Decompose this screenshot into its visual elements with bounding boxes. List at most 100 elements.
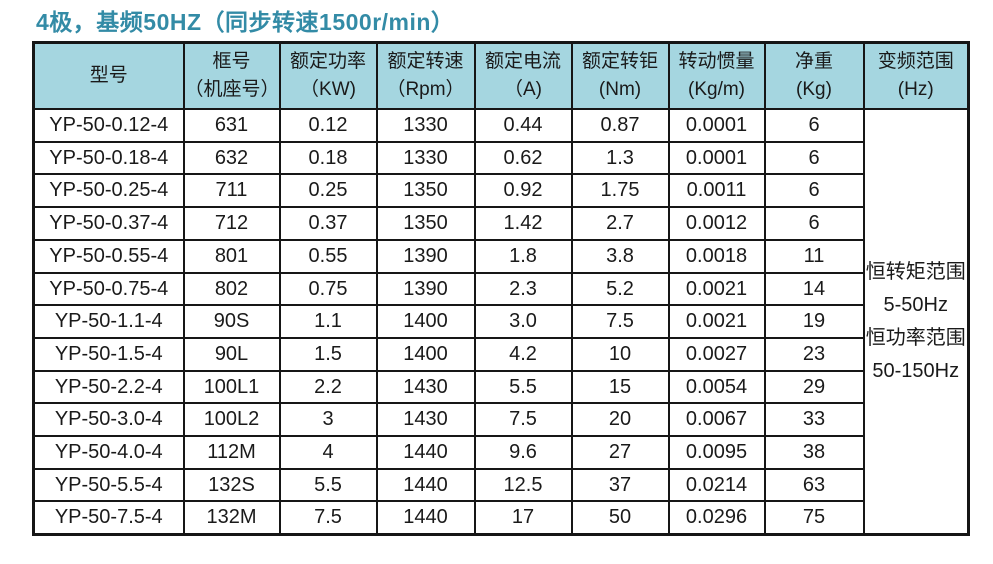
cell-inertia: 0.0012 <box>667 206 766 241</box>
cell-model: YP-50-1.1-4 <box>32 304 185 339</box>
cell-frame-number: 100L2 <box>182 402 281 438</box>
cell-net-weight: 38 <box>763 435 865 470</box>
cell-frame-number: 631 <box>182 108 281 143</box>
column-header-unit: (Nm) <box>598 79 642 100</box>
column-header-model: 型号 <box>32 41 185 110</box>
cell-rated-current: 17 <box>473 500 573 536</box>
cell-inertia: 0.0021 <box>667 304 766 339</box>
cell-frame-number: 712 <box>182 206 281 241</box>
cell-frame-number: 802 <box>182 271 281 307</box>
table-row: YP-50-4.0-4 112M 4 1440 9.6 27 0.0095 38 <box>32 435 969 470</box>
column-header-freq-range: 变频范围 (Hz) <box>862 41 970 110</box>
cell-inertia: 0.0054 <box>667 369 766 405</box>
cell-rated-torque: 1.75 <box>570 173 670 209</box>
cell-inertia: 0.0214 <box>667 467 766 503</box>
cell-rated-torque: 7.5 <box>570 304 670 339</box>
cell-rated-power: 3 <box>278 402 378 438</box>
table-row: YP-50-1.1-4 90S 1.1 1400 3.0 7.5 0.0021 19 <box>32 304 969 339</box>
cell-rated-torque: 15 <box>570 369 670 405</box>
cell-net-weight: 29 <box>763 369 865 405</box>
cell-rated-speed: 1330 <box>375 140 476 176</box>
column-header-label: 净重 <box>794 51 833 72</box>
table-row: YP-50-3.0-4 100L2 3 1430 7.5 20 0.0067 33 <box>32 402 969 438</box>
cell-model: YP-50-0.18-4 <box>32 140 185 176</box>
cell-net-weight: 33 <box>763 402 865 438</box>
cell-rated-speed: 1330 <box>375 108 476 143</box>
cell-rated-power: 0.25 <box>278 173 378 209</box>
column-header-inertia: 转动惯量 (Kg/m) <box>667 41 766 110</box>
header-row: 型号 框号 （机座号） 额定功率 （KW) 额定转速 （Rpm） 额定电流 （A) 额定转钜 (Nm… <box>32 41 970 110</box>
column-header-label: 额定电流 <box>484 51 561 72</box>
cell-rated-speed: 1350 <box>375 173 476 209</box>
page: 4极，基频50HZ（同步转速1500r/min） 型号 框号 （机座号） 额定功率 （K… <box>0 8 993 564</box>
cell-frame-number: 90S <box>182 304 281 339</box>
cell-rated-power: 2.2 <box>278 369 378 405</box>
column-header-unit: (Kg/m) <box>688 79 745 100</box>
column-header-label: 额定功率 <box>289 51 366 72</box>
cell-net-weight: 14 <box>763 271 865 307</box>
cell-inertia: 0.0011 <box>667 173 766 209</box>
cell-inertia: 0.0018 <box>667 238 766 274</box>
cell-net-weight: 6 <box>763 140 865 176</box>
cell-net-weight: 63 <box>763 467 865 503</box>
cell-model: YP-50-4.0-4 <box>32 435 185 470</box>
cell-rated-power: 1.5 <box>278 336 378 372</box>
cell-rated-current: 7.5 <box>473 402 573 438</box>
cell-inertia: 0.0021 <box>667 271 766 307</box>
cell-rated-power: 0.12 <box>278 108 378 143</box>
cell-rated-current: 1.8 <box>473 238 573 274</box>
frequency-range-line: 恒功率范围 <box>865 326 966 349</box>
cell-rated-power: 4 <box>278 435 378 470</box>
column-header-unit: (Kg) <box>796 79 832 100</box>
cell-rated-torque: 37 <box>570 467 670 503</box>
column-header-label: 额定转钜 <box>581 51 658 72</box>
frequency-range-line: 恒转矩范围 <box>865 260 966 283</box>
column-header-rated-speed: 额定转速 （Rpm） <box>375 41 476 110</box>
motor-spec-table: 型号 框号 （机座号） 额定功率 （KW) 额定转速 （Rpm） 额定电流 （A) 额定转钜 (Nm… <box>32 41 970 537</box>
cell-frame-number: 711 <box>182 173 281 209</box>
column-header-label: 转动惯量 <box>678 51 755 72</box>
table-row: YP-50-0.18-4 632 0.18 1330 0.62 1.3 0.0001 6 <box>32 140 969 176</box>
cell-rated-current: 3.0 <box>473 304 573 339</box>
cell-frame-number: 132M <box>182 500 281 536</box>
cell-inertia: 0.0001 <box>667 140 766 176</box>
cell-rated-current: 0.62 <box>473 140 573 176</box>
cell-inertia: 0.0001 <box>667 108 766 143</box>
cell-rated-speed: 1430 <box>375 369 476 405</box>
column-header-label: 额定转速 <box>387 51 464 72</box>
cell-rated-current: 5.5 <box>473 369 573 405</box>
cell-rated-power: 0.55 <box>278 238 378 274</box>
column-header-label: 型号 <box>89 65 128 86</box>
cell-rated-torque: 5.2 <box>570 271 670 307</box>
cell-inertia: 0.0027 <box>667 336 766 372</box>
cell-frame-number: 100L1 <box>182 369 281 405</box>
cell-rated-speed: 1440 <box>375 467 476 503</box>
cell-net-weight: 23 <box>763 336 865 372</box>
cell-net-weight: 6 <box>763 108 865 143</box>
column-header-label: 框号 <box>212 51 251 72</box>
cell-frame-number: 632 <box>182 140 281 176</box>
cell-rated-speed: 1440 <box>375 435 476 470</box>
cell-frame-number: 132S <box>182 467 281 503</box>
cell-rated-torque: 3.8 <box>570 238 670 274</box>
cell-inertia: 0.0095 <box>667 435 766 470</box>
cell-frame-number: 90L <box>182 336 281 372</box>
cell-frequency-range-note: 恒转矩范围 5-50Hz 恒功率范围 50-150Hz <box>862 108 970 536</box>
cell-rated-speed: 1440 <box>375 500 476 536</box>
cell-model: YP-50-0.55-4 <box>32 238 185 274</box>
cell-model: YP-50-7.5-4 <box>32 500 185 536</box>
cell-rated-current: 0.92 <box>473 173 573 209</box>
table-header: 型号 框号 （机座号） 额定功率 （KW) 额定转速 （Rpm） 额定电流 （A) 额定转钜 (Nm… <box>32 41 970 110</box>
column-header-rated-current: 额定电流 （A) <box>473 41 573 110</box>
cell-model: YP-50-0.37-4 <box>32 206 185 241</box>
cell-rated-power: 0.18 <box>278 140 378 176</box>
table-row: YP-50-5.5-4 132S 5.5 1440 12.5 37 0.0214 63 <box>32 467 969 503</box>
table-row: YP-50-0.25-4 711 0.25 1350 0.92 1.75 0.0011 6 <box>32 173 969 209</box>
cell-rated-power: 0.75 <box>278 271 378 307</box>
cell-model: YP-50-5.5-4 <box>32 467 185 503</box>
cell-frame-number: 801 <box>182 238 281 274</box>
cell-model: YP-50-1.5-4 <box>32 336 185 372</box>
cell-rated-speed: 1400 <box>375 336 476 372</box>
column-header-rated-power: 额定功率 （KW) <box>278 41 378 110</box>
cell-rated-power: 1.1 <box>278 304 378 339</box>
